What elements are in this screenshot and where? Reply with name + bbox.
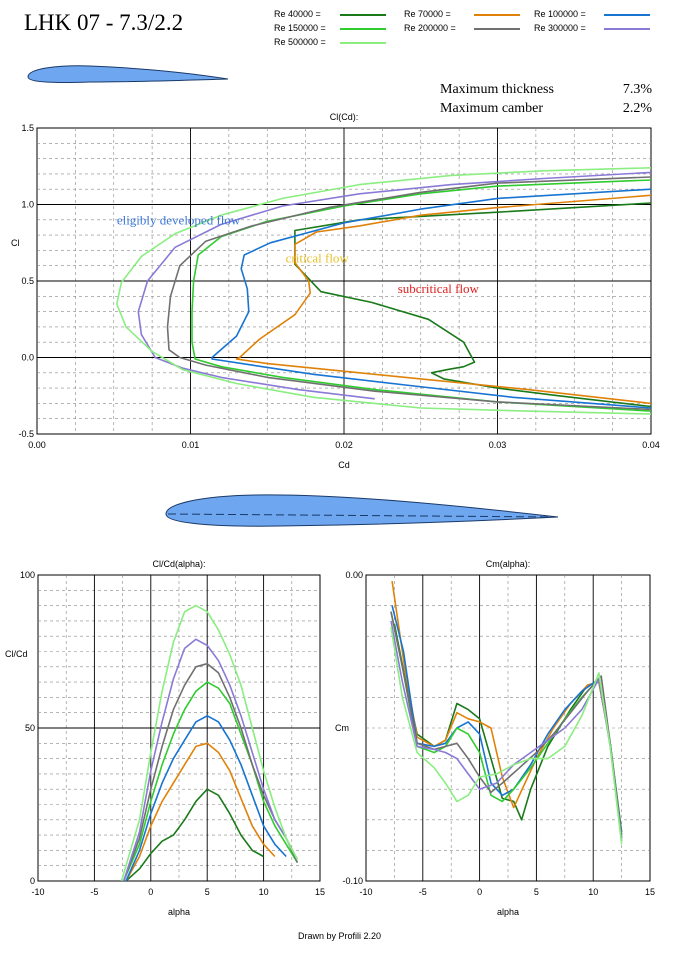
x-tick-label: 5 <box>534 887 539 897</box>
chart-title: Cl/Cd(alpha): <box>152 559 205 569</box>
property-value: 7.3% <box>622 82 652 97</box>
property-label: Maximum thickness <box>440 82 554 97</box>
series-line <box>125 715 287 881</box>
legend-label: Re 200000 = <box>404 23 456 33</box>
x-tick-label: 0 <box>477 887 482 897</box>
airfoil-profile-large <box>165 494 559 527</box>
series-line <box>390 626 623 845</box>
x-tick-label: 10 <box>588 887 598 897</box>
y-axis-label: Cl/Cd <box>5 649 28 659</box>
y-axis-label: Cl <box>11 238 20 248</box>
legend-swatch <box>474 14 520 16</box>
legend-item: Re 200000 = <box>404 22 456 34</box>
series-line <box>191 179 651 412</box>
legend-label: Re 40000 = <box>274 9 321 19</box>
series-line <box>294 202 651 408</box>
x-axis-label: alpha <box>497 907 519 917</box>
property-value: 2.2% <box>622 101 652 116</box>
x-tick-label: 0.04 <box>642 440 660 450</box>
y-tick-label: 100 <box>20 570 35 580</box>
chart-annotation: eligibly developed flow <box>117 212 241 227</box>
series-line <box>391 605 623 836</box>
property-row: Maximum camber 2.2% <box>440 99 652 118</box>
legend-swatch <box>340 28 386 30</box>
series-line <box>125 788 264 881</box>
legend-item: Re 100000 = <box>534 8 586 20</box>
series-line <box>122 638 299 881</box>
chart-annotation: critical flow <box>286 251 350 266</box>
legend-label: Re 100000 = <box>534 9 586 19</box>
chart-cm-alpha: -10 -5 0 5 10 15 -0.10 0.00 Cm(alpha): alpha Cm <box>335 559 655 917</box>
series-line <box>211 188 651 409</box>
property-row: Maximum thickness 7.3% <box>440 80 652 99</box>
series-group <box>120 604 299 881</box>
legend-item: Re 500000 = <box>274 36 326 48</box>
footer-credit: Drawn by Profili 2.20 <box>297 931 382 941</box>
y-tick-label: 0.5 <box>21 276 34 286</box>
y-tick-label: 0.00 <box>345 570 363 580</box>
x-tick-label: 5 <box>205 887 210 897</box>
legend-item: Re 150000 = <box>274 22 326 34</box>
y-tick-label: -0.5 <box>18 429 34 439</box>
legend-item: Re 70000 = <box>404 8 451 20</box>
x-tick-label: -5 <box>419 887 427 897</box>
y-tick-label: -0.10 <box>342 876 363 886</box>
x-tick-label: 10 <box>259 887 269 897</box>
x-tick-label: 0.01 <box>182 440 200 450</box>
legend-item: Re 40000 = <box>274 8 321 20</box>
series-line <box>122 681 299 881</box>
property-label: Maximum camber <box>440 101 544 116</box>
x-tick-label: -10 <box>31 887 44 897</box>
legend-label: Re 300000 = <box>534 23 586 33</box>
x-tick-label: 0.03 <box>489 440 507 450</box>
x-tick-label: 0.00 <box>28 440 46 450</box>
airfoil-title: LHK 07 - 7.3/2.2 <box>24 10 184 35</box>
x-tick-label: 0 <box>148 887 153 897</box>
y-tick-label: 50 <box>25 723 35 733</box>
series-line <box>166 176 651 411</box>
x-tick-label: -10 <box>359 887 372 897</box>
series-line <box>122 662 299 881</box>
series-group <box>116 167 651 415</box>
legend-label: Re 500000 = <box>274 37 326 47</box>
chart-title: Cm(alpha): <box>486 559 531 569</box>
series-line <box>235 194 651 405</box>
legend-swatch <box>604 28 650 30</box>
airfoil-properties: Maximum thickness 7.3% Maximum camber 2.… <box>440 80 652 118</box>
series-line <box>137 171 651 400</box>
series-group <box>390 580 623 845</box>
y-tick-label: 1.5 <box>21 123 34 133</box>
y-tick-label: 0.0 <box>21 353 34 363</box>
y-tick-label: 1.0 <box>21 200 34 210</box>
x-tick-label: 15 <box>645 887 655 897</box>
legend-label: Re 70000 = <box>404 9 451 19</box>
y-axis-label: Cm <box>335 723 349 733</box>
legend-item: Re 300000 = <box>534 22 586 34</box>
x-axis-label: alpha <box>168 907 190 917</box>
series-line <box>120 604 299 881</box>
x-tick-label: 15 <box>315 887 325 897</box>
legend-swatch <box>604 14 650 16</box>
legend-swatch <box>340 42 386 44</box>
x-tick-label: 0.02 <box>335 440 353 450</box>
chart-title: Cl(Cd): <box>330 112 359 122</box>
chart-clcd-alpha: -10 -5 0 5 10 15 0 50 100 Cl/Cd(alpha): alpha Cl/Cd <box>5 559 325 917</box>
series-line <box>125 742 276 881</box>
series-line <box>116 167 651 415</box>
legend: Re 40000 = Re 70000 = Re 100000 = Re 150… <box>270 6 670 50</box>
legend-swatch <box>340 14 386 16</box>
legend-label: Re 150000 = <box>274 23 326 33</box>
legend-swatch <box>474 28 520 30</box>
chart-cl-cd: 0.00 0.01 0.02 0.03 0.04 -0.5 0.0 0.5 1.0 1.5 Cl(C… <box>11 112 660 470</box>
x-tick-label: -5 <box>90 887 98 897</box>
y-tick-label: 0 <box>30 876 35 886</box>
chart-annotation: subcritical flow <box>398 281 480 296</box>
airfoil-profile-small <box>27 65 229 83</box>
x-axis-label: Cd <box>338 460 350 470</box>
